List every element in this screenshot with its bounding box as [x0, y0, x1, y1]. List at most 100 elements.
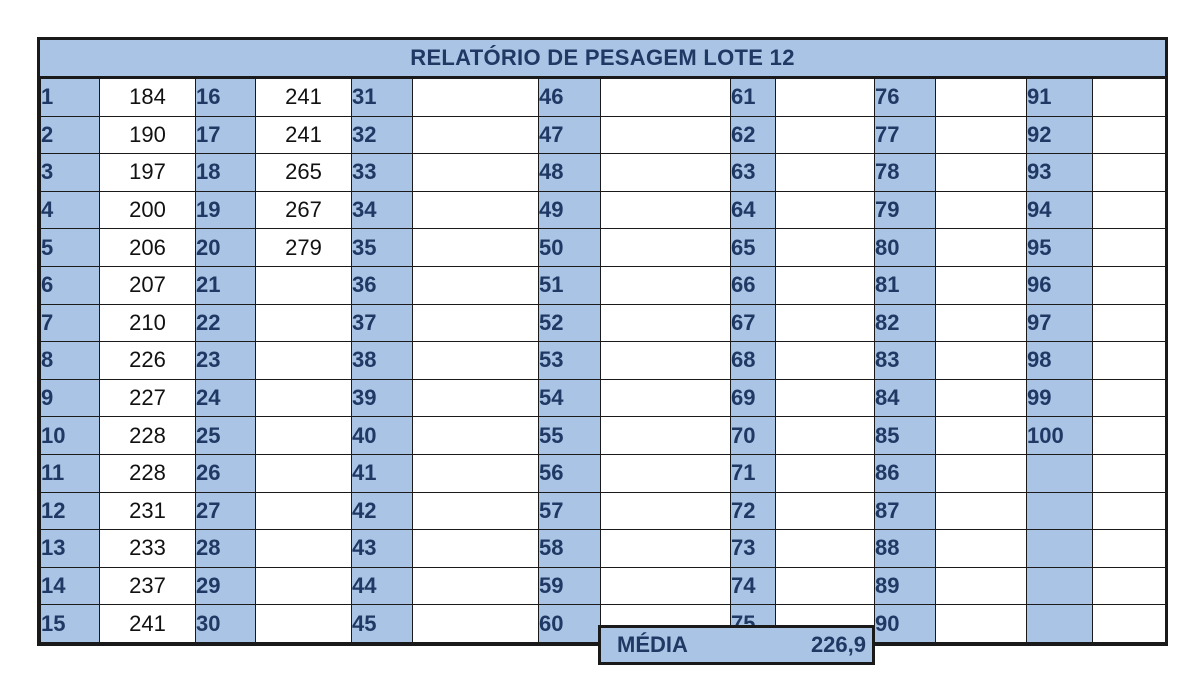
weight-cell	[600, 491, 731, 531]
animal-number-cell: 37	[351, 303, 413, 343]
weight-cell	[600, 115, 731, 155]
table-row: 5 206 20 279 35 50 65 80 95	[40, 228, 1166, 267]
weight-cell: 233	[99, 529, 196, 568]
weight-cell: 210	[99, 303, 196, 343]
animal-number-cell: 14	[40, 566, 100, 606]
animal-number-cell: 92	[1026, 115, 1093, 155]
animal-number-cell: 4	[40, 190, 100, 230]
animal-number-cell: 19	[195, 190, 256, 230]
table-row: 7 210 22 37 52 67 82 97	[40, 303, 1166, 343]
report-title: RELATÓRIO DE PESAGEM LOTE 12	[40, 40, 1165, 78]
weight-cell	[935, 115, 1027, 155]
weight-cell: 237	[99, 566, 196, 606]
weight-cell: 227	[99, 378, 196, 418]
animal-number-cell: 95	[1026, 228, 1093, 267]
animal-number-cell: 81	[874, 265, 936, 305]
animal-number-cell: 29	[195, 566, 256, 606]
weight-cell	[775, 228, 875, 267]
weight-cell	[775, 566, 875, 606]
weight-cell	[775, 491, 875, 531]
weight-cell	[600, 453, 731, 493]
animal-number-cell: 53	[538, 341, 601, 380]
weight-cell	[412, 491, 539, 531]
weight-cell	[412, 153, 539, 192]
animal-number-cell: 34	[351, 190, 413, 230]
animal-number-cell: 48	[538, 153, 601, 192]
weight-cell	[255, 566, 352, 606]
animal-number-cell: 46	[538, 78, 601, 117]
weight-cell	[412, 190, 539, 230]
weight-cell	[1092, 190, 1166, 230]
weight-cell	[255, 416, 352, 455]
table-row: 6 207 21 36 51 66 81 96	[40, 265, 1166, 305]
animal-number-cell: 70	[730, 416, 776, 455]
table-row: 12 231 27 42 57 72 87	[40, 491, 1166, 531]
animal-number-cell: 61	[730, 78, 776, 117]
animal-number-cell: 30	[195, 604, 256, 643]
table-row: 1 184 16 241 31 46 61 76 91	[40, 78, 1166, 117]
animal-number-cell: 99	[1026, 378, 1093, 418]
weight-cell	[412, 529, 539, 568]
weight-cell	[775, 265, 875, 305]
animal-number-cell: 84	[874, 378, 936, 418]
weight-cell: 241	[255, 115, 352, 155]
weight-cell: 231	[99, 491, 196, 531]
animal-number-cell: 52	[538, 303, 601, 343]
animal-number-cell: 50	[538, 228, 601, 267]
weight-cell	[600, 341, 731, 380]
animal-number-cell: 94	[1026, 190, 1093, 230]
animal-number-cell: 6	[40, 265, 100, 305]
weight-cell	[255, 491, 352, 531]
weights-table: 1 184 16 241 31 46 61 76 91 2 190 17 241 32 47 62 77 92 3 1…	[40, 78, 1166, 643]
animal-number-cell: 24	[195, 378, 256, 418]
weight-cell	[1092, 529, 1166, 568]
animal-number-cell: 90	[874, 604, 936, 643]
weight-cell	[775, 341, 875, 380]
weight-cell	[1092, 153, 1166, 192]
weight-cell	[412, 303, 539, 343]
animal-number-cell: 9	[40, 378, 100, 418]
animal-number-cell: 82	[874, 303, 936, 343]
weight-cell	[600, 378, 731, 418]
animal-number-cell: 5	[40, 228, 100, 267]
weight-cell	[412, 341, 539, 380]
weight-cell	[1092, 566, 1166, 606]
animal-number-cell	[1026, 529, 1093, 568]
animal-number-cell: 74	[730, 566, 776, 606]
animal-number-cell: 15	[40, 604, 100, 643]
animal-number-cell: 100	[1026, 416, 1093, 455]
animal-number-cell: 38	[351, 341, 413, 380]
animal-number-cell: 8	[40, 341, 100, 380]
weight-cell	[935, 604, 1027, 643]
weight-cell	[255, 265, 352, 305]
animal-number-cell: 18	[195, 153, 256, 192]
animal-number-cell: 32	[351, 115, 413, 155]
animal-number-cell: 20	[195, 228, 256, 267]
weight-cell: 190	[99, 115, 196, 155]
weight-cell	[935, 153, 1027, 192]
animal-number-cell: 64	[730, 190, 776, 230]
weight-cell: 200	[99, 190, 196, 230]
weight-cell	[412, 78, 539, 117]
weight-cell: 267	[255, 190, 352, 230]
animal-number-cell	[1026, 604, 1093, 643]
animal-number-cell: 78	[874, 153, 936, 192]
animal-number-cell: 93	[1026, 153, 1093, 192]
weight-cell	[775, 416, 875, 455]
weight-cell	[600, 529, 731, 568]
animal-number-cell: 97	[1026, 303, 1093, 343]
animal-number-cell: 35	[351, 228, 413, 267]
animal-number-cell: 88	[874, 529, 936, 568]
weight-cell	[1092, 303, 1166, 343]
animal-number-cell: 44	[351, 566, 413, 606]
animal-number-cell: 66	[730, 265, 776, 305]
animal-number-cell: 16	[195, 78, 256, 117]
animal-number-cell: 63	[730, 153, 776, 192]
average-value: 226,9	[810, 632, 866, 657]
weight-cell	[412, 416, 539, 455]
weight-cell	[1092, 453, 1166, 493]
table-row: 4 200 19 267 34 49 64 79 94	[40, 190, 1166, 230]
animal-number-cell: 28	[195, 529, 256, 568]
weight-cell	[935, 378, 1027, 418]
animal-number-cell: 91	[1026, 78, 1093, 117]
